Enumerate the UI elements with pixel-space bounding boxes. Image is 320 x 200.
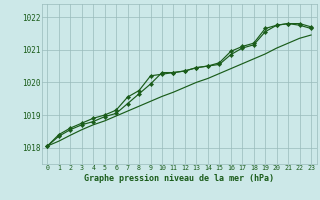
X-axis label: Graphe pression niveau de la mer (hPa): Graphe pression niveau de la mer (hPa) (84, 174, 274, 183)
